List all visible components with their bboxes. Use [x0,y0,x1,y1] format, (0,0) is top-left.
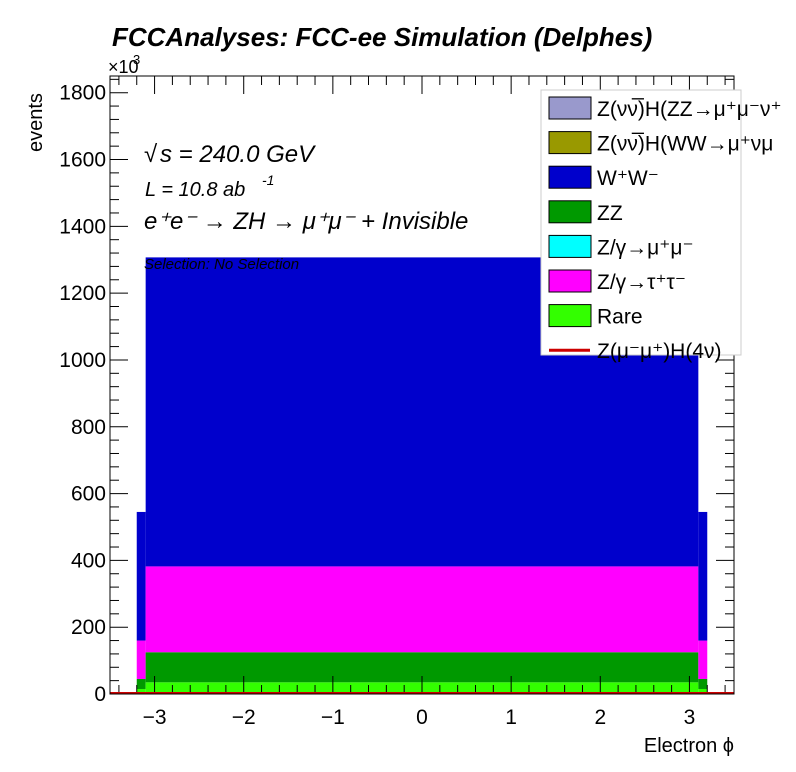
lumi-annotation: L = 10.8 ab [145,179,245,201]
bar-ww-bin-2 [698,511,708,641]
sqrt-symbol: √ [144,141,158,168]
y-tick-label: 1200 [59,282,106,305]
y-multiplier-exponent: 3 [133,52,140,67]
x-tick-labels: −3 −2 −1 0 1 2 3 [143,706,696,729]
y-tick-labels: 0 200 400 600 800 1000 1200 1400 1600 1800 [59,82,106,706]
x-tick-label: −1 [321,706,345,729]
legend-label: Z(νν̅)H(ZZ→μ⁺μ⁻ν⁺ [597,98,782,121]
bar-zz-bin-0 [136,678,146,689]
x-axis-label: Electron ϕ [644,735,734,757]
y-tick-label: 200 [71,616,106,639]
legend-swatch [548,234,592,258]
y-multiplier: ×10 [108,57,139,77]
selection-annotation: Selection: No Selection [144,256,299,273]
legend-swatch [548,304,592,328]
legend: Z(νν̅)H(ZZ→μ⁺μ⁻ν⁺ Z(νν̅)H(WW→μ⁺νμ W⁺W⁻ ZZ Z/… [540,89,782,363]
y-tick-label: 1400 [59,215,106,238]
y-tick-label: 600 [71,483,106,506]
legend-label: Rare [597,306,643,329]
bar-z-bin-1 [145,566,699,653]
x-tick-label: 2 [594,706,606,729]
y-tick-label: 0 [94,683,106,706]
bar-zz-bin-2 [698,678,708,689]
legend-swatch [548,200,592,224]
legend-swatch [548,131,592,155]
x-tick-label: −3 [143,706,167,729]
y-axis-label: events [25,93,47,152]
sqrt-s-annotation: s = 240.0 GeV [160,141,316,168]
x-tick-label: 0 [416,706,428,729]
x-tick-label: 1 [505,706,517,729]
lumi-exponent: -1 [262,172,274,188]
legend-label: ZZ [597,202,623,225]
chart-title: FCCAnalyses: FCC-ee Simulation (Delphes) [112,22,652,52]
y-tick-label: 400 [71,549,106,572]
y-tick-label: 800 [71,416,106,439]
legend-label: Z/γ→τ⁺τ⁻ [597,271,686,294]
legend-label: Z(νν̅)H(WW→μ⁺νμ [597,133,773,156]
plot-frame [109,75,735,695]
legend-label: Z(μ⁻μ⁺)H(4ν) [597,340,722,363]
y-tick-label: 1800 [59,82,106,105]
x-tick-label: 3 [684,706,696,729]
legend-swatch [548,269,592,293]
bar-z-bin-2 [698,640,708,679]
legend-label: W⁺W⁻ [597,167,659,190]
legend-swatch [548,165,592,189]
legend-swatch [548,96,592,120]
x-tick-label: −2 [232,706,256,729]
bar-rare-bin-0 [136,688,146,694]
process-annotation: e⁺e⁻ → ZH → μ⁺μ⁻ + Invisible [144,208,468,235]
bar-z-bin-0 [136,640,146,679]
bar-ww-bin-0 [136,511,146,641]
legend-label: Z/γ→μ⁺μ⁻ [597,236,694,259]
y-tick-label: 1600 [59,149,106,172]
bar-rare-bin-2 [698,688,708,694]
y-tick-label: 1000 [59,349,106,372]
